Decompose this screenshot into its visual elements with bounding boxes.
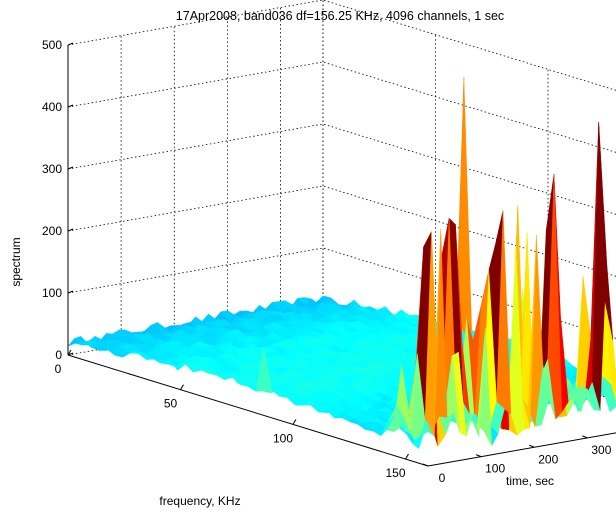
x-tick-label: 150 — [385, 466, 405, 480]
y-axis-line — [427, 432, 616, 467]
z-tick-mark — [67, 104, 74, 108]
y-tick-mark — [582, 435, 588, 439]
z-axis-label: spectrum — [9, 237, 23, 286]
spectrum-surface — [67, 77, 616, 450]
y-tick-mark — [475, 454, 482, 458]
x-axis-label: frequency, KHz — [159, 494, 240, 508]
x-tick-mark — [67, 349, 72, 356]
y-tick-mark — [529, 444, 535, 448]
x-tick-label: 100 — [273, 431, 293, 445]
z-tick-label: 400 — [42, 100, 62, 114]
chart-title: 17Apr2008, band036 df=156.25 KHz, 4096 c… — [176, 9, 504, 23]
z-tick-mark — [67, 42, 74, 46]
z-tick-label: 100 — [42, 286, 62, 300]
x-tick-label: 0 — [55, 362, 62, 376]
y-axis-label: time, sec — [506, 474, 554, 488]
x-axis-line — [67, 354, 429, 467]
z-tick-mark — [67, 352, 74, 356]
x-tick-label: 50 — [164, 397, 178, 411]
x-tick-mark — [180, 384, 184, 390]
z-tick-mark — [67, 166, 74, 170]
y-tick-label: 0 — [439, 471, 446, 485]
y-tick-mark — [422, 463, 429, 467]
z-tick-label: 0 — [55, 348, 62, 362]
z-tick-label: 300 — [42, 162, 62, 176]
y-tick-label: 200 — [538, 452, 558, 466]
axes: 01002003004005000501001500100200300400 — [42, 38, 616, 485]
grid-line-z-2 — [67, 185, 616, 277]
surface-cell — [419, 424, 435, 437]
x-tick-mark — [405, 453, 409, 460]
y-tick-label: 100 — [485, 462, 505, 476]
z-tick-label: 200 — [42, 224, 62, 238]
grid-line-z-4 — [67, 61, 616, 153]
y-tick-label: 300 — [591, 443, 611, 457]
z-tick-mark — [67, 228, 74, 232]
grid-line-z-3 — [67, 123, 616, 215]
z-tick-mark — [67, 290, 74, 294]
z-tick-label: 500 — [42, 38, 62, 52]
x-tick-mark — [292, 419, 297, 425]
